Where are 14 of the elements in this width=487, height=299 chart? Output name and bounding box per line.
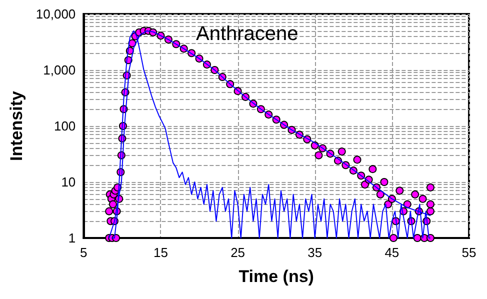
y-tick-label: 100: [54, 118, 76, 134]
x-tick-label: 35: [308, 245, 322, 260]
x-tick-label: 55: [462, 245, 476, 260]
y-tick-label: 10: [61, 174, 76, 190]
x-tick-label: 25: [230, 245, 246, 260]
y-tick-label: 1: [68, 230, 76, 246]
x-tick-label: 15: [153, 245, 168, 260]
x-tick-label: 5: [80, 245, 88, 260]
y-axis-title: Intensity: [7, 90, 26, 161]
y-tick-label: 10,000: [36, 6, 76, 22]
x-axis-title: Time (ns): [238, 267, 314, 286]
y-tick-label: 1,000: [43, 62, 76, 78]
annotation: Anthracene: [196, 23, 298, 45]
x-tick-label: 45: [384, 245, 400, 260]
